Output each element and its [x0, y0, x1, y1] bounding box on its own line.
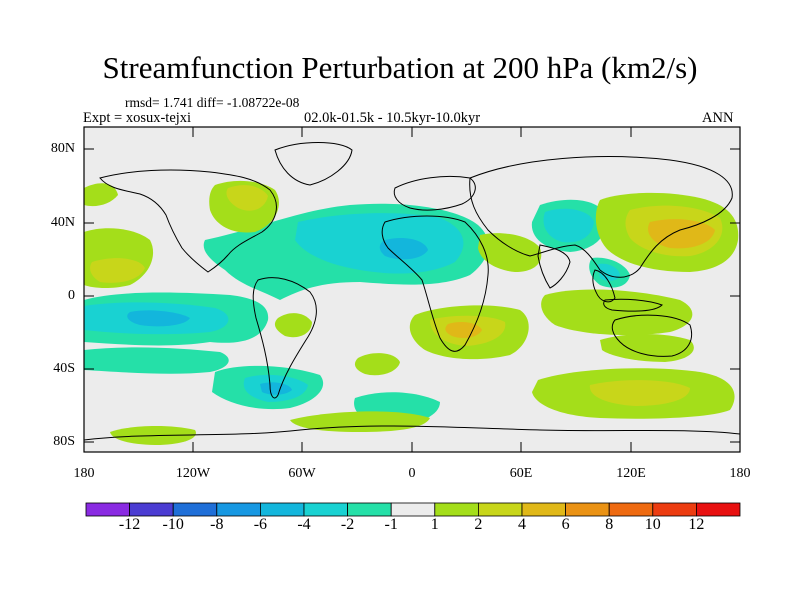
- lon-label-180e: 180: [729, 466, 751, 481]
- colorbar-label: -10: [162, 516, 184, 533]
- colorbar-swatch: [259, 502, 305, 517]
- colorbar-label: -12: [118, 516, 141, 533]
- lat-ticks: [84, 148, 740, 443]
- colorbar-swatch: [652, 502, 697, 517]
- colorbar-label: -6: [253, 516, 268, 533]
- coast-indonesia: [603, 298, 663, 312]
- colorbar-label: 6: [561, 516, 570, 533]
- colorbar-label: -1: [384, 516, 398, 533]
- lat-label-0: 0: [68, 288, 75, 303]
- colorbar-swatch: [477, 502, 523, 517]
- lat-label-80s: 80S: [53, 434, 75, 449]
- colorbar-swatch: [172, 502, 218, 517]
- contour-level-minus4: [127, 238, 428, 395]
- colorbar-label: -4: [297, 516, 311, 533]
- coast-antarctica: [84, 425, 740, 441]
- lon-label-120e: 120E: [616, 466, 646, 481]
- lon-ticks: [83, 127, 741, 452]
- coast-north-america: [99, 169, 277, 273]
- experiment-label: Expt = xosux-tejxi: [83, 110, 192, 126]
- coast-south-america: [252, 277, 317, 399]
- coast-africa: [381, 215, 489, 352]
- coast-southeast-asia: [592, 269, 616, 303]
- colorbar-label: 8: [605, 516, 614, 533]
- colorbar-swatch: [347, 502, 392, 517]
- colorbar-swatch: [565, 502, 610, 517]
- coast-asia: [469, 156, 733, 278]
- colorbar-swatch: [521, 502, 566, 517]
- colorbar-swatch: [608, 502, 654, 517]
- colorbar-label: 10: [644, 516, 661, 533]
- coast-australia: [611, 314, 693, 357]
- lon-label-0: 0: [408, 466, 416, 481]
- colorbar-swatch: [696, 502, 741, 517]
- colorbar-swatch: [434, 502, 479, 517]
- colorbar-swatch: [390, 502, 436, 517]
- colorbar-label: 12: [688, 516, 705, 533]
- lat-label-40s: 40S: [53, 361, 75, 376]
- colorbar-label: 2: [474, 516, 483, 533]
- stats-line: rmsd= 1.741 diff= -1.08722e-08: [125, 95, 300, 110]
- colorbar-label: 4: [518, 516, 526, 533]
- lon-label-60e: 60E: [509, 466, 533, 481]
- colorbar: [85, 502, 741, 517]
- colorbar-swatch: [303, 502, 348, 517]
- colorbar-swatch: [216, 502, 261, 517]
- season-label: ANN: [702, 110, 734, 126]
- lat-label-80n: 80N: [50, 141, 75, 156]
- plot-title: Streamfunction Perturbation at 200 hPa (…: [102, 50, 698, 85]
- coastlines: [84, 142, 740, 441]
- lon-label-60w: 60W: [288, 466, 316, 481]
- colorbar-swatch: [129, 502, 174, 517]
- colorbar-label: -2: [340, 516, 355, 533]
- period-label: 02.0k-01.5k - 10.5kyr-10.0kyr: [304, 110, 481, 126]
- lon-label-180w: 180: [73, 466, 95, 481]
- contour-level-4: [445, 219, 715, 338]
- coast-greenland: [274, 142, 353, 186]
- colorbar-label: 1: [430, 516, 439, 533]
- contour-field: [84, 127, 740, 452]
- lon-label-120w: 120W: [175, 466, 211, 481]
- colorbar-swatch: [85, 502, 130, 517]
- lat-label-40n: 40N: [50, 215, 75, 230]
- coast-europe: [393, 175, 476, 211]
- colorbar-label: -8: [210, 516, 224, 533]
- coast-india: [537, 244, 571, 289]
